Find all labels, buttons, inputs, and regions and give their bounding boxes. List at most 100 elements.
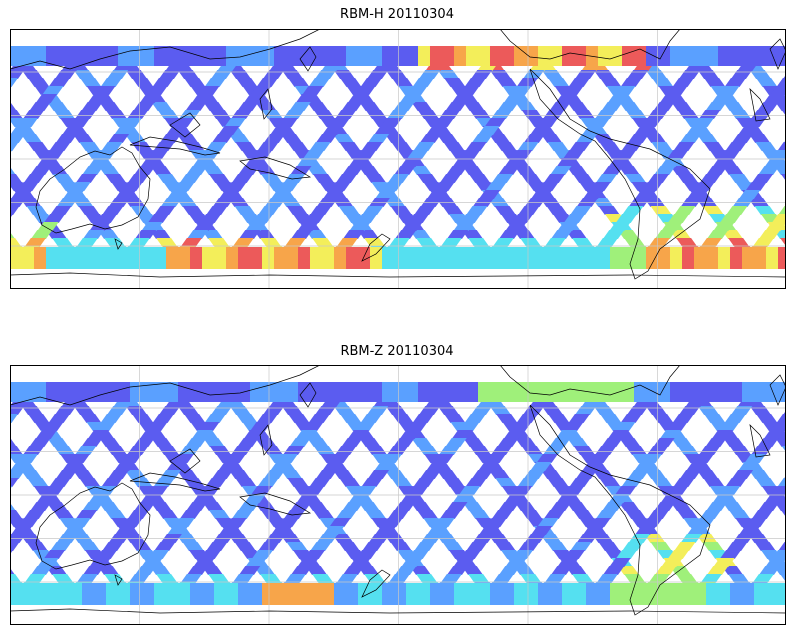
- swath-segment: [624, 238, 646, 247]
- swath-segment: [446, 230, 469, 239]
- swath-segment: [417, 446, 440, 455]
- swath-segment: [754, 247, 767, 269]
- swath-segment: [719, 550, 742, 559]
- swath-segment: [334, 110, 357, 119]
- swath-segment: [209, 110, 232, 119]
- swath-segment: [569, 478, 591, 487]
- swath-segment: [386, 110, 409, 119]
- swath-segment: [538, 46, 551, 66]
- swath-segment: [692, 454, 714, 463]
- swath-segment: [646, 583, 659, 605]
- swath-segment: [237, 438, 259, 447]
- swath-segment: [322, 190, 345, 199]
- coastline-path: [114, 574, 123, 586]
- swath-segment: [670, 46, 683, 66]
- swath-segment: [270, 190, 293, 199]
- swath-segment: [82, 46, 95, 66]
- swath-segment: [225, 518, 247, 527]
- swath-segment: [622, 206, 644, 215]
- swath-segment: [99, 438, 121, 447]
- swath-segment: [132, 414, 154, 423]
- swath-segment: [20, 470, 43, 479]
- swath-segment: [502, 46, 515, 66]
- swath-segment: [238, 583, 251, 605]
- swath-segment: [208, 510, 231, 519]
- swath-segment: [549, 102, 571, 111]
- swath-segment: [548, 414, 570, 423]
- swath-segment: [718, 86, 740, 95]
- swath-segment: [134, 566, 157, 575]
- swath-segment: [133, 438, 155, 447]
- swath-segment: [562, 46, 575, 66]
- swath-segment: [536, 454, 558, 463]
- swath-segment: [153, 478, 175, 487]
- swath-segment: [682, 382, 695, 402]
- swath-segment: [305, 230, 328, 239]
- swath-segment: [270, 126, 292, 135]
- swath-segment: [502, 247, 515, 269]
- swath-segment: [526, 382, 539, 402]
- swath-segment: [646, 382, 659, 402]
- swath-segment: [82, 382, 95, 402]
- swath-segment: [205, 142, 227, 151]
- swath-segment: [62, 526, 85, 535]
- swath-segment: [410, 502, 432, 511]
- swath-segment: [406, 583, 419, 605]
- swath-segment: [134, 502, 156, 511]
- swath-segment: [234, 542, 256, 551]
- swath-segment: [393, 102, 415, 111]
- swath-segment: [53, 110, 76, 119]
- swath-segment: [45, 566, 68, 575]
- swath-segment: [125, 70, 148, 79]
- swath-segment: [338, 206, 360, 215]
- swath-segment: [548, 78, 570, 87]
- swath-segment: [582, 190, 605, 199]
- swath-segment: [180, 238, 202, 247]
- swath-segment: [648, 574, 670, 583]
- swath-segment: [699, 510, 722, 519]
- swath-segment: [191, 430, 214, 439]
- swath-segment: [78, 206, 100, 215]
- swath-segment: [146, 150, 169, 159]
- swath-segment: [660, 494, 682, 503]
- swath-segment: [358, 247, 371, 269]
- swath-segment: [97, 230, 120, 239]
- swath-segment: [758, 230, 781, 239]
- swath-segment: [756, 414, 778, 423]
- swath-segment: [166, 247, 179, 269]
- swath-segment: [310, 583, 323, 605]
- swath-segment: [380, 118, 402, 127]
- swath-segment: [595, 174, 618, 183]
- swath-segment: [600, 78, 622, 87]
- swath-segment: [731, 134, 754, 143]
- swath-segment: [48, 78, 70, 87]
- swath-segment: [358, 166, 380, 175]
- swath-segment: [94, 247, 107, 269]
- swath-segment: [704, 78, 726, 87]
- swath-segment: [50, 206, 72, 215]
- swath-segment: [700, 238, 722, 247]
- swath-segment: [515, 102, 537, 111]
- swath-segment: [562, 486, 585, 495]
- swath-segment: [218, 126, 240, 135]
- swath-segment: [463, 438, 485, 447]
- swath-segment: [385, 70, 408, 79]
- swath-segment: [574, 247, 587, 269]
- swath-segment: [757, 102, 779, 111]
- swath-segment: [406, 422, 428, 431]
- swath-segment: [382, 583, 395, 605]
- swath-segment: [594, 446, 617, 455]
- swath-segment: [238, 502, 260, 511]
- swath-segment: [514, 382, 527, 402]
- swath-segment: [723, 438, 745, 447]
- swath-segment: [72, 470, 95, 479]
- swath-segment: [503, 430, 526, 439]
- swath-segment: [35, 94, 58, 103]
- swath-segment: [451, 94, 474, 103]
- swath-segment: [596, 574, 618, 583]
- swath-segment: [261, 110, 284, 119]
- swath-segment: [245, 222, 267, 231]
- swath-segment: [166, 382, 179, 402]
- swath-segment: [491, 174, 514, 183]
- swath-segment: [756, 78, 778, 87]
